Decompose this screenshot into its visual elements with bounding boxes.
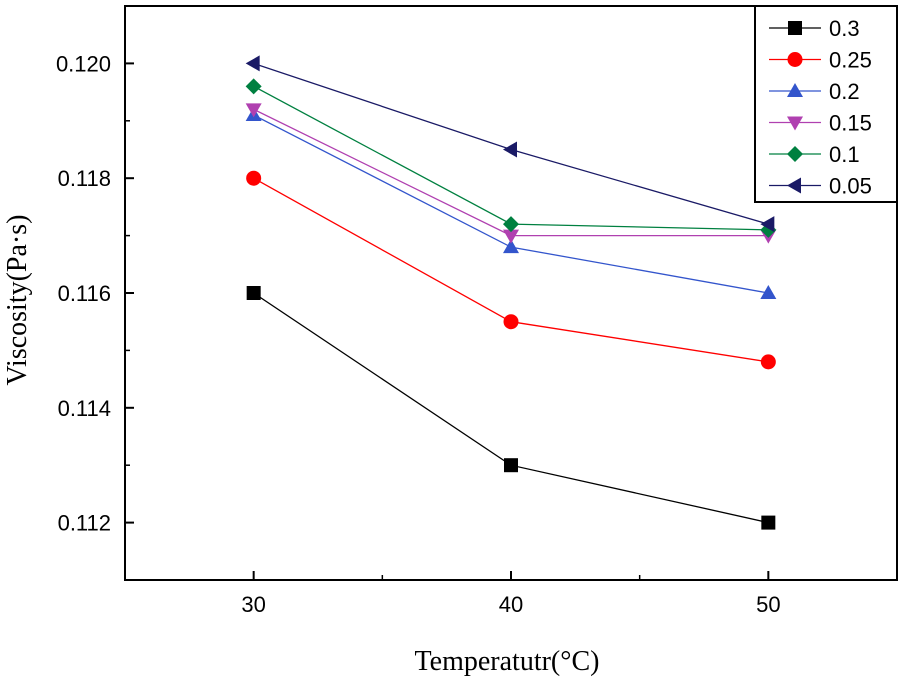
y-axis: 0.112 0.114 0.116 0.118 0.120 xyxy=(56,51,134,536)
x-axis: 30 40 50 xyxy=(241,571,781,617)
data-point xyxy=(245,55,260,72)
data-point xyxy=(760,216,775,233)
legend-item: 0.3 xyxy=(769,16,860,41)
legend-item: 0.05 xyxy=(769,174,872,199)
x-axis-title: Temperatutr(°C) xyxy=(415,646,600,677)
data-point xyxy=(503,216,519,233)
legend-box xyxy=(754,5,898,203)
legend-item: 0.25 xyxy=(769,48,872,73)
legend-label: 0.15 xyxy=(829,111,872,136)
series-line xyxy=(253,85,769,231)
data-point xyxy=(503,141,517,158)
legend-marker xyxy=(787,116,803,131)
legend-item: 0.2 xyxy=(769,79,860,104)
series-0_25 xyxy=(246,170,776,370)
y-tick-label: 0.118 xyxy=(58,166,111,191)
y-tick-label: 0.114 xyxy=(58,396,111,421)
legend-label: 0.05 xyxy=(829,174,872,199)
data-point xyxy=(503,239,519,254)
series-line xyxy=(253,177,769,363)
legend-label: 0.1 xyxy=(829,142,860,167)
legend-marker xyxy=(787,83,803,97)
data-point xyxy=(245,78,262,95)
series-layer xyxy=(245,55,777,530)
series-0_05 xyxy=(245,55,775,233)
x-tick-label: 30 xyxy=(241,592,265,617)
series-0_3 xyxy=(246,286,776,530)
legend-item: 0.15 xyxy=(769,111,872,136)
y-tick-label: 0.116 xyxy=(58,281,111,306)
series-line xyxy=(253,114,769,294)
series-0_2 xyxy=(245,107,777,299)
y-axis-title: Viscosity(Pa·s) xyxy=(2,215,33,386)
legend-label: 0.25 xyxy=(829,48,872,73)
x-tick-label: 40 xyxy=(499,592,523,617)
y-tick-label: 0.120 xyxy=(56,51,111,76)
data-point xyxy=(246,170,262,186)
legend-marker xyxy=(787,177,801,194)
data-point xyxy=(760,285,777,299)
data-point xyxy=(245,103,262,118)
legend-marker xyxy=(787,52,803,67)
data-point xyxy=(761,515,776,530)
legend-marker xyxy=(788,21,802,35)
data-point xyxy=(760,354,776,370)
legend-item: 0.1 xyxy=(769,142,860,167)
data-point xyxy=(503,314,519,330)
data-point xyxy=(246,286,261,300)
legend: 0.3 0.25 0.2 0.15 0.1 0.05 xyxy=(754,5,898,203)
data-point xyxy=(504,458,518,473)
series-0_1 xyxy=(245,78,777,238)
legend-marker xyxy=(787,146,803,162)
legend-label: 0.2 xyxy=(829,79,860,104)
y-tick-label: 0.112 xyxy=(58,511,111,536)
legend-label: 0.3 xyxy=(829,16,860,41)
x-tick-label: 50 xyxy=(756,592,780,617)
series-line xyxy=(253,62,769,225)
data-point xyxy=(503,229,519,244)
